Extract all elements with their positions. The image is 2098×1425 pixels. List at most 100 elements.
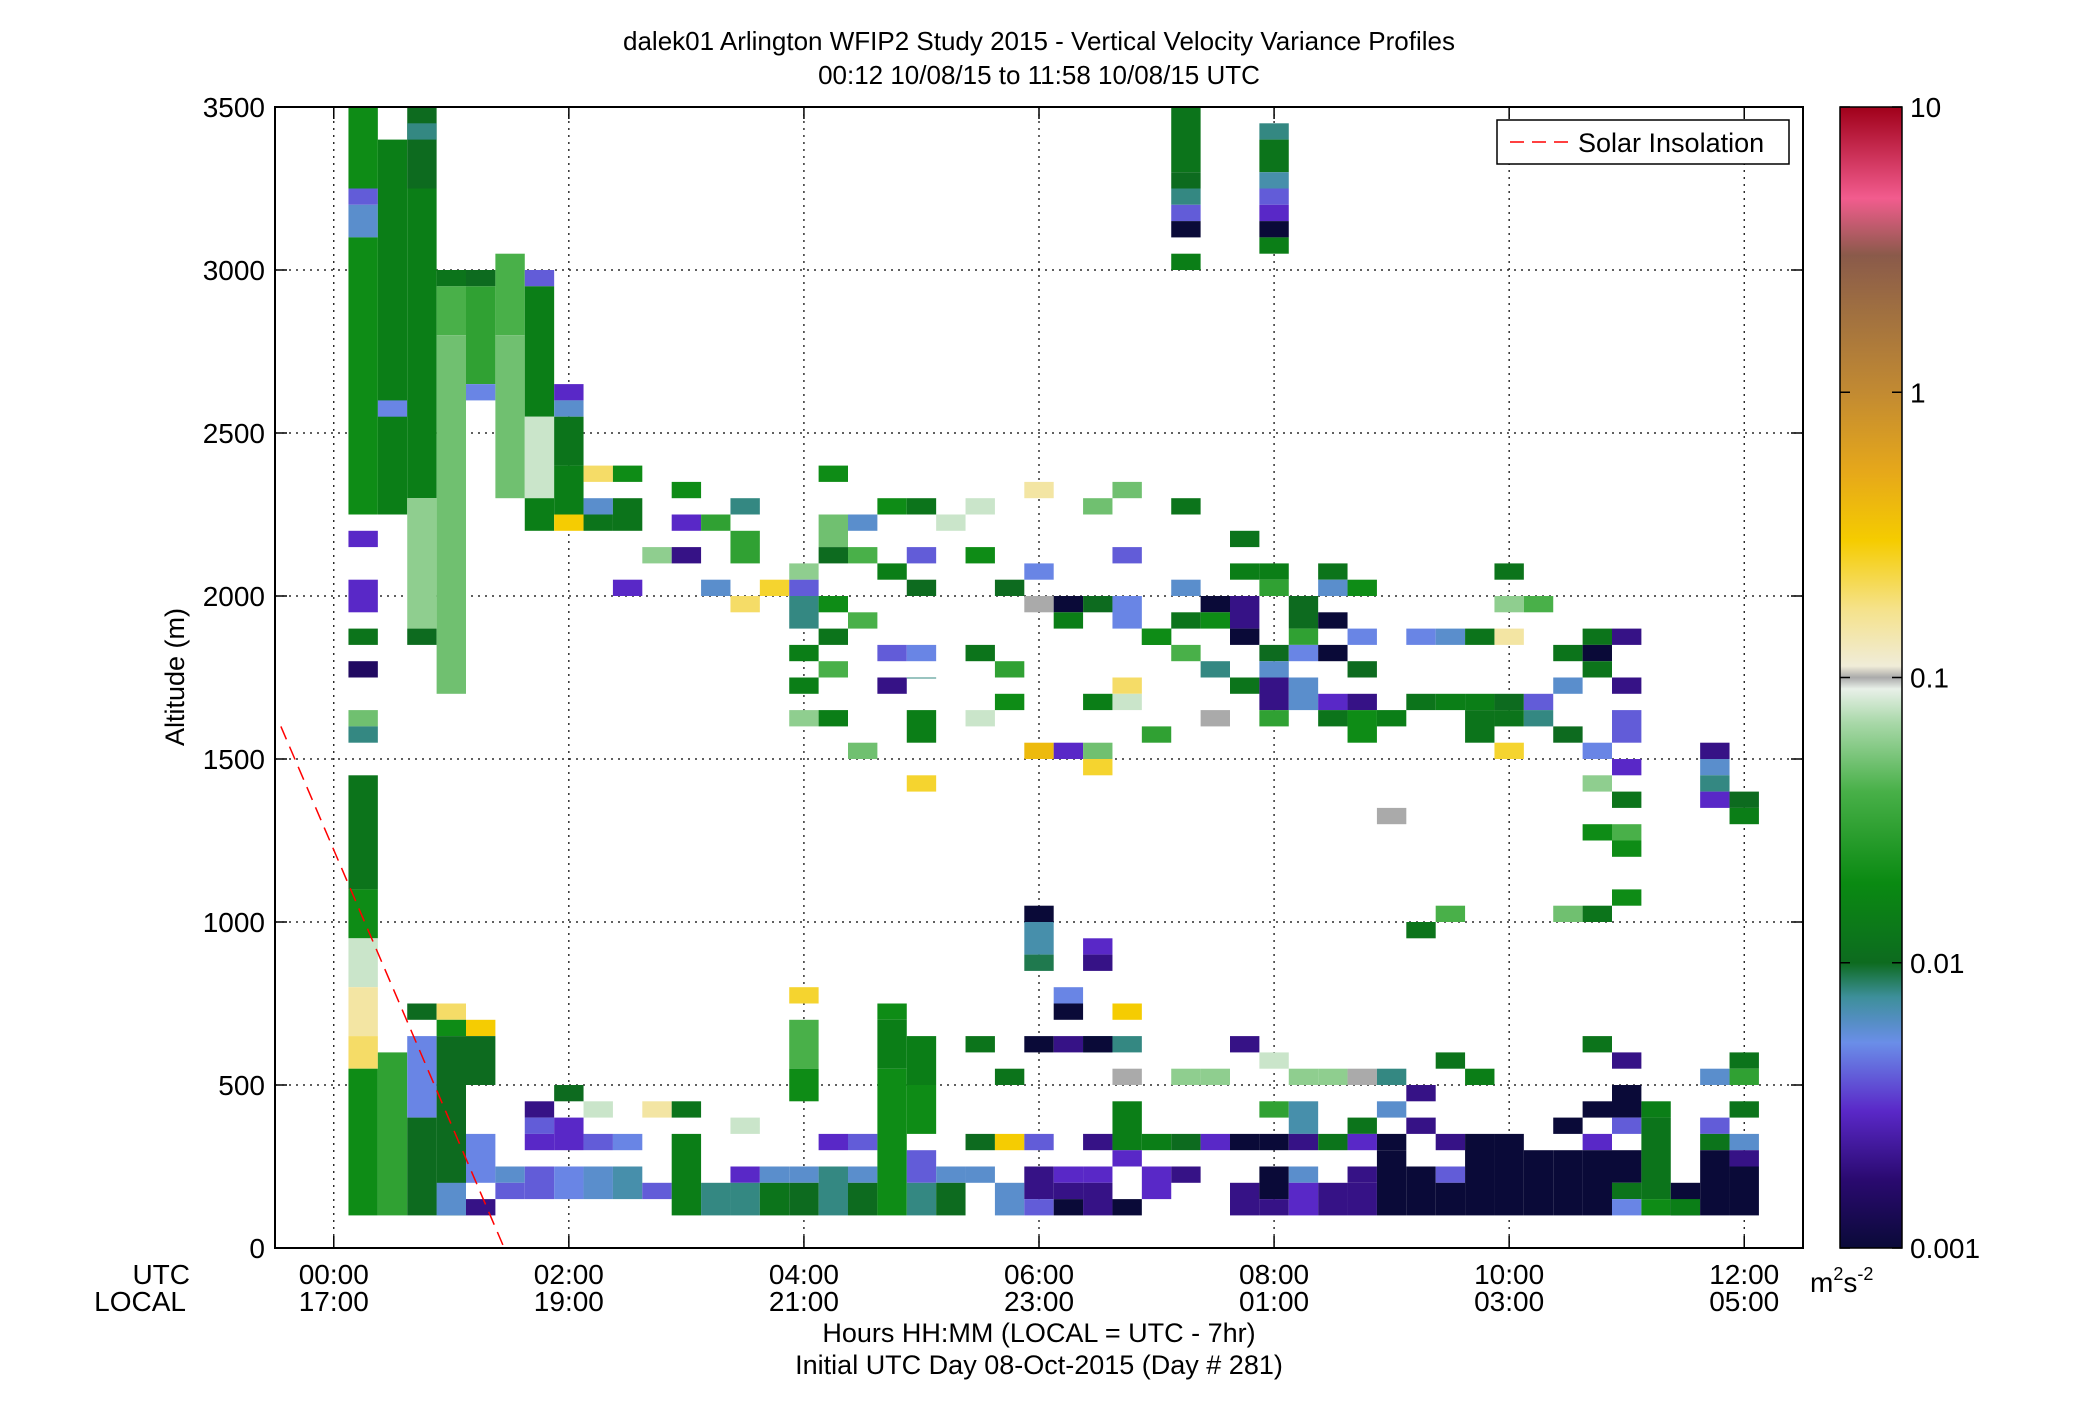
y-axis-label: Altitude (m): [160, 608, 190, 746]
heatmap-cell: [1083, 498, 1113, 515]
heatmap-cell: [1347, 1117, 1377, 1134]
heatmap-cell: [1171, 1133, 1201, 1151]
heatmap-cell: [1729, 807, 1759, 825]
heatmap-cell: [1435, 1182, 1466, 1216]
heatmap-cell: [1171, 172, 1201, 189]
heatmap-cell: [348, 204, 378, 238]
heatmap-cell: [1288, 644, 1319, 662]
heatmap-cell: [877, 1068, 907, 1216]
heatmap-cell: [466, 1019, 496, 1037]
colorbar-tick-label: 0.001: [1910, 1233, 1980, 1264]
heatmap-cell: [1083, 759, 1113, 776]
heatmap-cell: [1024, 596, 1054, 613]
heatmap-cell: [1347, 710, 1377, 743]
solar-insolation-layer: [280, 726, 505, 1248]
heatmap-cell: [1259, 563, 1289, 580]
y-tick-label: 2500: [203, 418, 265, 449]
heatmap-cell: [1230, 1036, 1260, 1053]
heatmap-cell: [1612, 840, 1642, 857]
heatmap-cell: [1376, 807, 1407, 825]
heatmap-cell: [1171, 221, 1201, 238]
heatmap-cell: [348, 107, 378, 189]
heatmap-cell: [466, 1036, 496, 1085]
heatmap-cell: [1318, 644, 1348, 662]
heatmap-cell: [583, 1133, 613, 1151]
heatmap-cell: [524, 1101, 555, 1118]
heatmap-cell: [1024, 1036, 1054, 1053]
heatmap-cell: [1582, 1133, 1612, 1151]
heatmap-cell: [612, 465, 643, 482]
colorbar-tick-label: 10: [1910, 92, 1941, 123]
heatmap-cell: [1053, 596, 1084, 613]
heatmap-cell: [906, 1150, 937, 1183]
heatmap-cell: [466, 384, 496, 401]
heatmap-cell: [936, 1182, 966, 1216]
y-tick-label: 3000: [203, 255, 265, 286]
heatmap-cell: [554, 400, 584, 417]
x-tick-label-local: 05:00: [1709, 1286, 1779, 1317]
heatmap-cell: [1376, 1101, 1407, 1118]
heatmap-cell: [1083, 938, 1113, 955]
heatmap-cell: [1494, 693, 1524, 711]
colorbar-tick-label: 0.1: [1910, 663, 1949, 694]
heatmap-cell: [1259, 661, 1289, 678]
heatmap-cell: [554, 1166, 584, 1200]
heatmap-cell: [730, 1166, 760, 1183]
y-tick-label: 1500: [203, 744, 265, 775]
heatmap-cell: [348, 1068, 378, 1216]
heatmap-cell: [1318, 693, 1348, 711]
heatmap-cell: [1465, 628, 1495, 645]
heatmap-cell: [1553, 1117, 1583, 1134]
heatmap-cell: [1318, 1068, 1348, 1085]
heatmap-cell: [1112, 547, 1142, 564]
heatmap-cell: [877, 1003, 907, 1020]
x-tick-label-local: 23:00: [1004, 1286, 1074, 1317]
heatmap-cell: [554, 1085, 584, 1102]
heatmap-cell: [1259, 172, 1289, 189]
x-tick-label-utc: 10:00: [1474, 1259, 1544, 1290]
heatmap-cell: [789, 563, 819, 580]
x-tick-label-local: 01:00: [1239, 1286, 1309, 1317]
heatmap-cell: [1288, 628, 1319, 645]
heatmap-cell: [936, 1166, 966, 1183]
heatmap-cell: [789, 710, 819, 727]
heatmap-cell: [436, 335, 466, 694]
heatmap-cell: [1024, 922, 1054, 955]
heatmap-cell: [495, 253, 525, 336]
x-tick-label-local: 17:00: [299, 1286, 369, 1317]
heatmap-cell: [1376, 1150, 1407, 1216]
heatmap-cell: [1053, 1182, 1084, 1200]
heatmap-cell: [1053, 612, 1084, 629]
heatmap-cell: [1288, 596, 1319, 629]
x-axis-label-2: Initial UTC Day 08-Oct-2015 (Day # 281): [795, 1350, 1283, 1380]
heatmap-cell: [1435, 1133, 1466, 1151]
heatmap-cell: [994, 661, 1025, 678]
heatmap-cell: [1700, 1068, 1730, 1085]
heatmap-cell: [1553, 644, 1583, 662]
heatmap-cell: [524, 286, 555, 417]
heatmap-cell: [1230, 628, 1260, 645]
heatmap-cell: [466, 1133, 496, 1183]
heatmap-cell: [1523, 596, 1554, 613]
heatmap-cell: [1083, 693, 1113, 711]
heatmap-cell: [524, 498, 555, 531]
heatmap-cell: [1465, 1133, 1495, 1216]
heatmap-cell: [1435, 1166, 1466, 1183]
heatmap-cell: [407, 498, 437, 629]
heatmap-cell: [1700, 1117, 1730, 1134]
x-tick-label-utc: 08:00: [1239, 1259, 1309, 1290]
heatmap-cell: [1141, 1166, 1172, 1200]
heatmap-cell: [789, 579, 819, 596]
heatmap-cell: [1347, 1182, 1377, 1216]
heatmap-cell: [965, 1133, 995, 1151]
heatmap-cell: [1582, 775, 1612, 792]
heatmap-cell: [348, 938, 378, 988]
heatmap-cell: [1230, 563, 1260, 580]
heatmap-cell: [936, 514, 966, 531]
heatmap-cell: [1347, 661, 1377, 678]
heatmap-cell: [1053, 1166, 1084, 1183]
heatmap-cell: [1612, 889, 1642, 906]
heatmap-cell: [994, 1068, 1025, 1085]
heatmap-cell: [1024, 563, 1054, 580]
